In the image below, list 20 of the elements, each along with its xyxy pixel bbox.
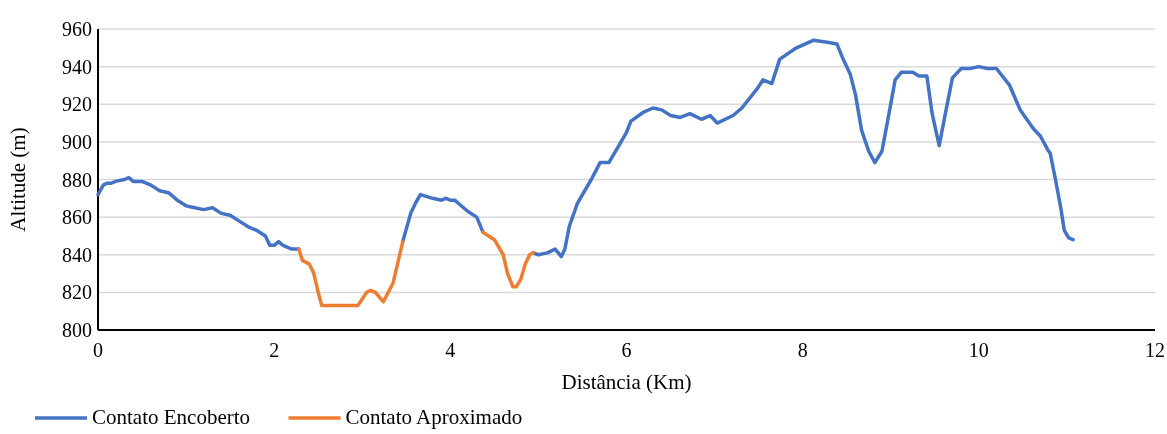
legend-label: Contato Aproximado bbox=[345, 405, 523, 429]
y-tick-label: 800 bbox=[62, 319, 92, 341]
x-tick-label: 8 bbox=[797, 339, 808, 361]
x-tick-label: 6 bbox=[621, 339, 632, 361]
y-tick-label: 900 bbox=[62, 130, 92, 153]
y-tick-label: 880 bbox=[62, 168, 92, 191]
x-tick-label: 12 bbox=[1145, 339, 1165, 361]
x-tick-label: 10 bbox=[968, 339, 989, 361]
legend-label: Contato Encoberto bbox=[92, 405, 251, 429]
y-tick-label: 940 bbox=[62, 55, 92, 78]
x-tick-label: 0 bbox=[93, 339, 103, 361]
y-tick-label: 960 bbox=[62, 18, 92, 40]
y-tick-label: 860 bbox=[62, 206, 92, 229]
y-tick-label: 820 bbox=[62, 281, 92, 304]
y-tick-label: 840 bbox=[62, 243, 92, 266]
y-tick-label: 920 bbox=[62, 93, 92, 116]
x-tick-label: 2 bbox=[269, 339, 280, 361]
x-tick-label: 4 bbox=[445, 339, 456, 361]
y-axis-title: Altitude (m) bbox=[6, 127, 30, 232]
x-axis-title: Distância (Km) bbox=[561, 370, 692, 394]
